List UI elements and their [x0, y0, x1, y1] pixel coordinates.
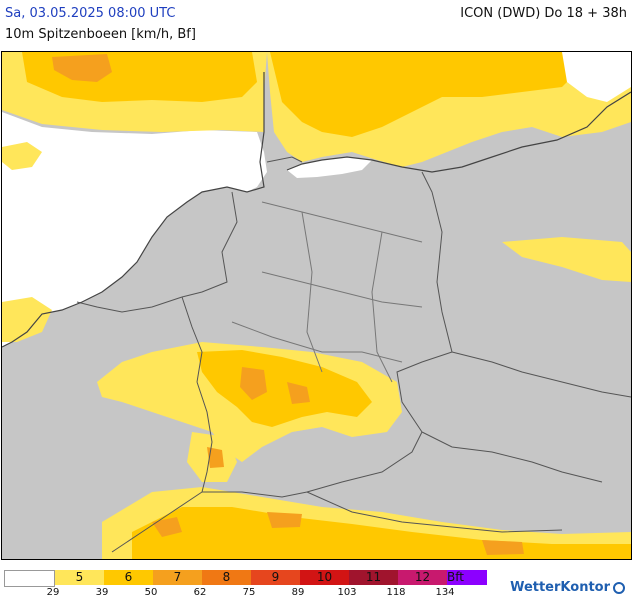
coastlines [2, 72, 631, 348]
legend-tick: 118 [386, 587, 406, 598]
legend-tick: 62 [193, 587, 207, 598]
map-canvas [2, 52, 631, 559]
legend-label: 8 [222, 570, 231, 584]
legend-tick: 134 [435, 587, 455, 598]
north-sea [2, 112, 267, 347]
legend-tick: 103 [337, 587, 357, 598]
legend-label: 6 [124, 570, 133, 584]
wetterkontor-logo[interactable]: WetterKontor [510, 580, 625, 595]
legend-label: 7 [173, 570, 182, 584]
channel-gust-zone [2, 297, 52, 342]
central-strong-zone [197, 350, 372, 427]
forecast-timestamp: Sa, 03.05.2025 08:00 UTC [5, 6, 176, 21]
legend-label: 12 [414, 570, 431, 584]
model-run-label: ICON (DWD) Do 18 + 38h [460, 6, 627, 21]
legend-swatch-0 [4, 570, 55, 587]
country-borders [76, 156, 631, 553]
legend-label: 11 [365, 570, 382, 584]
legend-swatch-5: 9 [251, 570, 300, 585]
northwest-coast-gust [2, 142, 42, 170]
alps-peak-zone-3 [482, 540, 524, 555]
legend-label: 10 [316, 570, 333, 584]
central-peak-zone-2 [287, 382, 310, 404]
gust-legend: 5 6 7 8 9 10 11 12 Bft [4, 570, 487, 587]
baltic-sea-coast [287, 157, 372, 178]
legend-label: 9 [271, 570, 280, 584]
legend-swatch-2: 6 [104, 570, 153, 585]
east-gust-band [502, 237, 631, 282]
legend-tick: 29 [46, 587, 60, 598]
legend-swatch-9: Bft [447, 570, 487, 585]
legend-tick: 39 [95, 587, 109, 598]
legend-tick: 50 [144, 587, 158, 598]
gust-map [1, 51, 632, 560]
baltic-strong-zone [270, 52, 582, 137]
parameter-label: 10m Spitzenboeen [km/h, Bf] [5, 27, 196, 42]
legend-tick: 75 [242, 587, 256, 598]
legend-swatch-8: 12 [398, 570, 447, 585]
wetterkontor-logo-icon [613, 581, 625, 594]
legend-swatch-1: 5 [55, 570, 104, 585]
baltic-sea-white [562, 52, 631, 102]
legend-tick: 89 [291, 587, 305, 598]
north-sea-peak-zone [52, 54, 112, 82]
central-peak-zone [240, 367, 267, 400]
legend-swatch-6: 10 [300, 570, 349, 585]
legend-label: 5 [75, 570, 84, 584]
legend-swatch-3: 7 [153, 570, 202, 585]
alps-peak-zone-2 [267, 512, 302, 528]
southwest-peak-zone [207, 447, 224, 468]
legend-swatch-4: 8 [202, 570, 251, 585]
logo-text: WetterKontor [510, 580, 610, 595]
legend-label: Bft [447, 570, 464, 584]
legend-swatch-7: 11 [349, 570, 398, 585]
alps-peak-zone [152, 517, 182, 537]
